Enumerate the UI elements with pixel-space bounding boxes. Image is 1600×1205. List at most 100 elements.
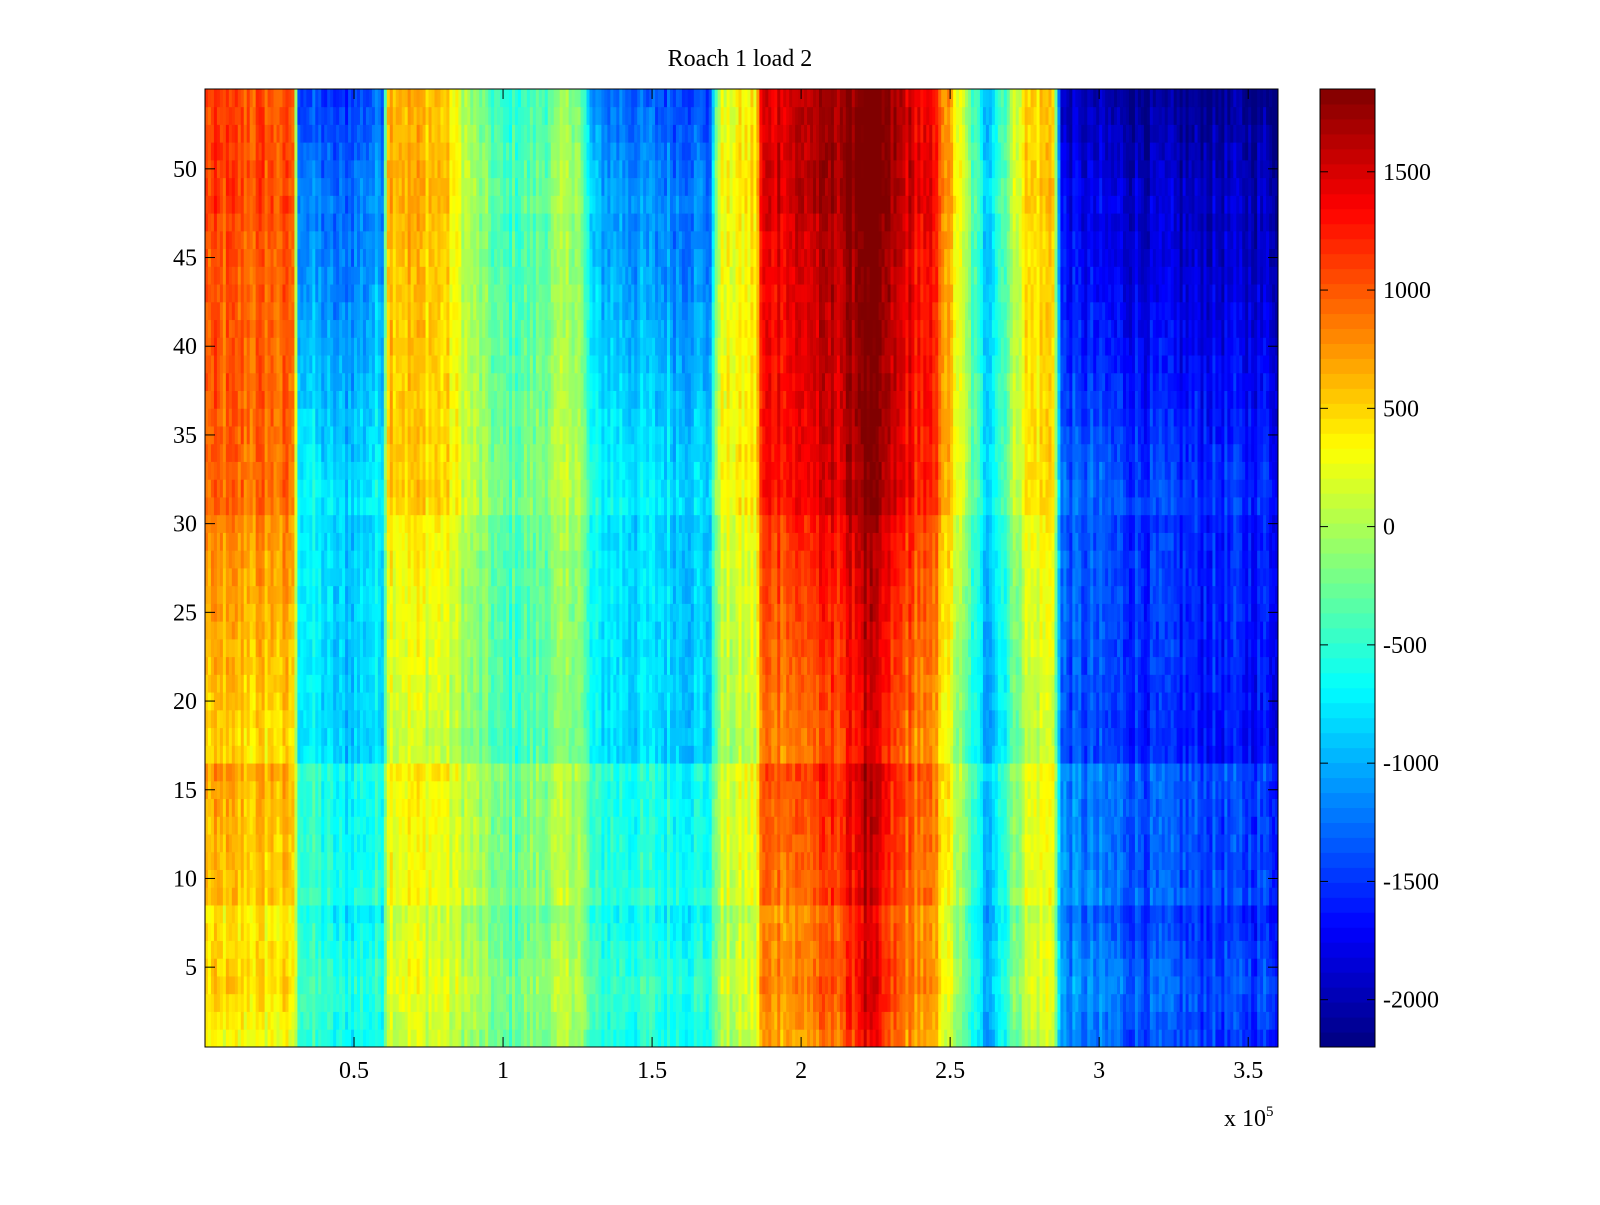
heatmap-cell <box>1028 941 1031 959</box>
heatmap-cell <box>941 816 944 834</box>
heatmap-cell <box>229 958 232 976</box>
heatmap-cell <box>1159 1029 1162 1047</box>
heatmap-cell <box>1063 941 1066 959</box>
heatmap-cell <box>676 1029 679 1047</box>
heatmap-cell <box>992 923 995 941</box>
heatmap-cell <box>1087 1029 1090 1047</box>
heatmap-cell <box>801 923 804 941</box>
heatmap-cell <box>980 976 983 994</box>
heatmap-cell <box>798 870 801 888</box>
heatmap-cell <box>1013 923 1016 941</box>
heatmap-cell <box>515 852 518 870</box>
heatmap-cell <box>715 852 718 870</box>
heatmap-cell <box>986 816 989 834</box>
heatmap-cell <box>1165 870 1168 888</box>
heatmap-cell <box>1195 905 1198 923</box>
heatmap-cell <box>274 994 277 1012</box>
heatmap-cell <box>1230 870 1233 888</box>
heatmap-cell <box>1195 994 1198 1012</box>
heatmap-cell <box>813 923 816 941</box>
heatmap-cell <box>747 1029 750 1047</box>
heatmap-cell <box>265 1012 268 1030</box>
heatmap-cell <box>443 958 446 976</box>
heatmap-cell <box>941 976 944 994</box>
heatmap-cell <box>783 834 786 852</box>
heatmap-cell <box>673 994 676 1012</box>
heatmap-cell <box>1192 994 1195 1012</box>
heatmap-cell <box>300 994 303 1012</box>
heatmap-cell <box>339 994 342 1012</box>
heatmap-cell <box>783 799 786 817</box>
heatmap-cell <box>1108 941 1111 959</box>
heatmap-cell <box>947 834 950 852</box>
heatmap-cell <box>676 799 679 817</box>
heatmap-cell <box>1120 1029 1123 1047</box>
heatmap-cell <box>1108 870 1111 888</box>
heatmap-cell <box>1257 994 1260 1012</box>
heatmap-cell <box>1007 941 1010 959</box>
heatmap-cell <box>944 958 947 976</box>
heatmap-cell <box>998 834 1001 852</box>
heatmap-cell <box>521 976 524 994</box>
heatmap-cell <box>831 994 834 1012</box>
heatmap-cell <box>1096 1012 1099 1030</box>
heatmap-cell <box>223 994 226 1012</box>
heatmap-cell <box>575 887 578 905</box>
heatmap-cell <box>488 958 491 976</box>
heatmap-cell <box>664 994 667 1012</box>
heatmap-cell <box>777 941 780 959</box>
heatmap-cell <box>840 1012 843 1030</box>
heatmap-cell <box>616 976 619 994</box>
heatmap-cell <box>223 958 226 976</box>
heatmap-cell <box>709 976 712 994</box>
heatmap-cell <box>700 799 703 817</box>
heatmap-cell <box>786 994 789 1012</box>
heatmap-cell <box>312 923 315 941</box>
heatmap-cell <box>324 816 327 834</box>
heatmap-cell <box>1269 816 1272 834</box>
heatmap-cell <box>592 1012 595 1030</box>
heatmap-cell <box>470 834 473 852</box>
heatmap-cell <box>1266 976 1269 994</box>
heatmap-cell <box>762 1029 765 1047</box>
heatmap-cell <box>467 834 470 852</box>
heatmap-cell <box>589 905 592 923</box>
heatmap-cell <box>414 870 417 888</box>
heatmap-cell <box>282 994 285 1012</box>
heatmap-cell <box>1102 887 1105 905</box>
heatmap-cell <box>843 1012 846 1030</box>
heatmap-cell <box>610 994 613 1012</box>
heatmap-cell <box>1135 941 1138 959</box>
heatmap-cell <box>297 994 300 1012</box>
heatmap-cell <box>372 1012 375 1030</box>
heatmap-cell <box>828 994 831 1012</box>
heatmap-cell <box>822 994 825 1012</box>
heatmap-cell <box>205 923 208 941</box>
heatmap-cell <box>1141 816 1144 834</box>
heatmap-cell <box>765 976 768 994</box>
heatmap-cell <box>563 799 566 817</box>
heatmap-cell <box>777 870 780 888</box>
heatmap-cell <box>1105 1029 1108 1047</box>
heatmap-cell <box>369 852 372 870</box>
heatmap-cell <box>715 941 718 959</box>
heatmap-cell <box>873 870 876 888</box>
heatmap-cell <box>458 923 461 941</box>
heatmap-cell <box>238 834 241 852</box>
heatmap-cell <box>387 905 390 923</box>
heatmap-cell <box>1016 834 1019 852</box>
heatmap-cell <box>1206 923 1209 941</box>
heatmap-cell <box>941 852 944 870</box>
heatmap-cell <box>1102 852 1105 870</box>
heatmap-cell <box>268 923 271 941</box>
heatmap-cell <box>408 958 411 976</box>
heatmap-cell <box>631 976 634 994</box>
heatmap-cell <box>399 799 402 817</box>
heatmap-cell <box>1209 834 1212 852</box>
heatmap-cell <box>560 1012 563 1030</box>
heatmap-cell <box>956 870 959 888</box>
heatmap-cell <box>500 905 503 923</box>
heatmap-cell <box>485 958 488 976</box>
heatmap-cell <box>965 816 968 834</box>
heatmap-cell <box>375 1029 378 1047</box>
